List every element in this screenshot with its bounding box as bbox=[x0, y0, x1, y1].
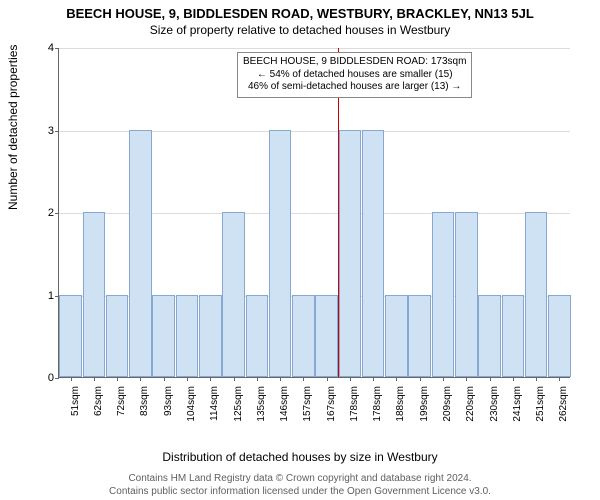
histogram-bar bbox=[432, 212, 455, 377]
x-tick bbox=[513, 377, 514, 381]
x-tick bbox=[420, 377, 421, 381]
histogram-bar bbox=[106, 295, 129, 378]
y-tick-label: 1 bbox=[34, 290, 54, 302]
annotation-box: BEECH HOUSE, 9 BIDDLESDEN ROAD: 173sqm← … bbox=[237, 52, 472, 98]
x-tick bbox=[117, 377, 118, 381]
histogram-chart: BEECH HOUSE, 9 BIDDLESDEN ROAD: 173sqm← … bbox=[58, 48, 570, 378]
y-tick bbox=[55, 48, 59, 49]
x-tick-label: 135sqm bbox=[256, 386, 267, 436]
x-tick-label: 51sqm bbox=[70, 386, 81, 436]
x-tick bbox=[490, 377, 491, 381]
y-tick bbox=[55, 131, 59, 132]
annotation-line1: BEECH HOUSE, 9 BIDDLESDEN ROAD: 173sqm bbox=[243, 56, 466, 69]
x-tick-label: 157sqm bbox=[302, 386, 313, 436]
x-tick-label: 230sqm bbox=[489, 386, 500, 436]
histogram-bar bbox=[246, 295, 269, 378]
histogram-bar bbox=[176, 295, 199, 378]
x-axis-label: Distribution of detached houses by size … bbox=[0, 450, 600, 464]
x-tick-label: 209sqm bbox=[442, 386, 453, 436]
x-tick bbox=[140, 377, 141, 381]
x-tick-label: 72sqm bbox=[116, 386, 127, 436]
x-tick bbox=[536, 377, 537, 381]
x-tick bbox=[71, 377, 72, 381]
x-tick bbox=[350, 377, 351, 381]
x-tick bbox=[443, 377, 444, 381]
x-tick-label: 178sqm bbox=[372, 386, 383, 436]
x-tick-label: 178sqm bbox=[349, 386, 360, 436]
histogram-bar bbox=[502, 295, 525, 378]
histogram-bar bbox=[408, 295, 431, 378]
histogram-bar bbox=[83, 212, 106, 377]
y-tick-label: 3 bbox=[34, 125, 54, 137]
x-tick-label: 125sqm bbox=[233, 386, 244, 436]
x-tick-label: 93sqm bbox=[163, 386, 174, 436]
x-tick bbox=[280, 377, 281, 381]
footer-line2: Contains public sector information licen… bbox=[0, 486, 600, 499]
x-tick bbox=[559, 377, 560, 381]
histogram-bar bbox=[59, 295, 82, 378]
gridline bbox=[59, 48, 570, 49]
histogram-bar bbox=[315, 295, 338, 378]
x-tick-label: 199sqm bbox=[419, 386, 430, 436]
histogram-bar bbox=[362, 130, 385, 378]
footer-line1: Contains HM Land Registry data © Crown c… bbox=[0, 473, 600, 486]
x-tick bbox=[187, 377, 188, 381]
histogram-bar bbox=[478, 295, 501, 378]
page-title-address: BEECH HOUSE, 9, BIDDLESDEN ROAD, WESTBUR… bbox=[0, 0, 600, 21]
x-tick bbox=[210, 377, 211, 381]
histogram-bar bbox=[548, 295, 571, 378]
x-tick bbox=[373, 377, 374, 381]
y-tick-label: 2 bbox=[34, 207, 54, 219]
y-tick-label: 0 bbox=[34, 372, 54, 384]
annotation-line2: ← 54% of detached houses are smaller (15… bbox=[243, 69, 466, 82]
x-tick bbox=[164, 377, 165, 381]
x-tick bbox=[303, 377, 304, 381]
x-tick bbox=[327, 377, 328, 381]
annotation-line3: 46% of semi-detached houses are larger (… bbox=[243, 81, 466, 94]
x-tick-label: 167sqm bbox=[326, 386, 337, 436]
x-tick bbox=[94, 377, 95, 381]
x-tick-label: 220sqm bbox=[465, 386, 476, 436]
histogram-bar bbox=[455, 212, 478, 377]
page-subtitle: Size of property relative to detached ho… bbox=[0, 21, 600, 41]
x-tick bbox=[396, 377, 397, 381]
x-tick-label: 251sqm bbox=[535, 386, 546, 436]
footer-attribution: Contains HM Land Registry data © Crown c… bbox=[0, 473, 600, 498]
x-tick bbox=[257, 377, 258, 381]
histogram-bar bbox=[269, 130, 292, 378]
x-tick-label: 83sqm bbox=[139, 386, 150, 436]
histogram-bar bbox=[152, 295, 175, 378]
x-tick-label: 241sqm bbox=[512, 386, 523, 436]
histogram-bar bbox=[199, 295, 222, 378]
x-tick-label: 262sqm bbox=[558, 386, 569, 436]
y-tick bbox=[55, 213, 59, 214]
x-tick bbox=[466, 377, 467, 381]
x-tick-label: 104sqm bbox=[186, 386, 197, 436]
y-axis-label: Number of detached properties bbox=[6, 45, 20, 210]
x-tick bbox=[234, 377, 235, 381]
y-tick bbox=[55, 378, 59, 379]
x-tick-label: 146sqm bbox=[279, 386, 290, 436]
x-tick-label: 114sqm bbox=[209, 386, 220, 436]
y-tick-label: 4 bbox=[34, 42, 54, 54]
histogram-bar bbox=[525, 212, 548, 377]
histogram-bar bbox=[129, 130, 152, 378]
x-tick-label: 188sqm bbox=[395, 386, 406, 436]
histogram-bar bbox=[339, 130, 362, 378]
histogram-bar bbox=[385, 295, 408, 378]
histogram-bar bbox=[292, 295, 315, 378]
histogram-bar bbox=[222, 212, 245, 377]
x-tick-label: 62sqm bbox=[93, 386, 104, 436]
